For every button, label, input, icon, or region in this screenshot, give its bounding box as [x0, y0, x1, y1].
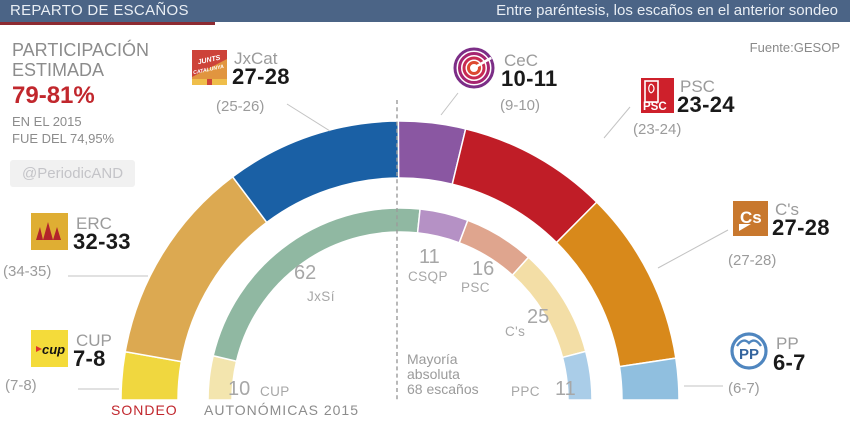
- inner-label-psc-value: 16: [472, 258, 495, 280]
- inner-label-csqp-value: 11: [419, 246, 440, 268]
- cec-name: CeC: [504, 51, 539, 70]
- cup-logo-text: cup: [42, 342, 65, 357]
- cs-range: 27-28: [772, 215, 830, 240]
- header-accent-line: [0, 22, 215, 25]
- participation-label-2: ESTIMADA: [12, 60, 105, 80]
- cup-name: CUP: [76, 331, 112, 350]
- majority-line-1: Mayoría: [407, 351, 458, 367]
- header-bar: REPARTO DE ESCAÑOS Entre paréntesis, los…: [0, 0, 850, 22]
- arc-sondeo-pp: [618, 357, 680, 401]
- inner-label-ppc-name: PPC: [511, 384, 540, 399]
- callout-connectors: [68, 92, 729, 390]
- source-credit: Fuente:GESOP: [749, 40, 840, 55]
- connector-jxcat: [286, 103, 331, 132]
- jxcat-logo-text-1: JUNTS: [197, 55, 221, 67]
- psc-logo-icon: PSC: [641, 78, 674, 113]
- majority-line-2: absoluta: [407, 366, 460, 382]
- pp-logo-text: PP: [739, 346, 759, 363]
- arc-autonomicas2015-ppc: [561, 350, 593, 401]
- cec-range: 10-11: [501, 66, 558, 91]
- psc-logo-text: PSC: [643, 101, 667, 113]
- twitter-handle-badge: @PeriodicAND: [10, 160, 136, 187]
- inner-label-psc-name: PSC: [461, 280, 490, 295]
- jxcat-range: 27-28: [232, 64, 290, 89]
- connector-psc: [603, 106, 631, 139]
- ring-label-sondeo: SONDEO: [111, 402, 178, 418]
- pp-logo-icon: PP: [730, 332, 768, 370]
- inner-label-cup-value: 10: [228, 378, 251, 400]
- connector-cs: [657, 229, 729, 269]
- cup-range: 7-8: [73, 346, 106, 371]
- inner-label-cs-name: C's: [505, 324, 526, 339]
- majority-annotation: Mayoría absoluta 68 escaños: [407, 352, 479, 397]
- inner-label-ppc-value: 11: [555, 378, 576, 400]
- erc-name: ERC: [76, 214, 112, 233]
- inner-label-cup-name: CUP: [260, 384, 290, 399]
- psc-prev: (23-24): [633, 121, 682, 138]
- cec-logo-icon: [453, 47, 495, 89]
- participation-note-1: EN EL 2015: [12, 114, 82, 129]
- psc-range: 23-24: [677, 92, 735, 117]
- erc-prev: (34-35): [3, 263, 52, 280]
- page-title: REPARTO DE ESCAÑOS: [10, 2, 189, 19]
- cs-name: C's: [775, 200, 800, 219]
- erc-logo-icon: [31, 213, 68, 250]
- cs-logo-icon: Cs: [733, 201, 768, 236]
- participation-value: 79-81%: [12, 82, 95, 109]
- inner-label-jxsi-name: JxSí: [307, 289, 335, 304]
- connector-cec: [440, 92, 459, 116]
- jxcat-prev: (25-26): [216, 98, 265, 115]
- pp-range: 6-7: [773, 350, 806, 375]
- cup-prev: (7-8): [5, 377, 37, 394]
- majority-line-3: 68 escaños: [407, 381, 479, 397]
- pp-prev: (6-7): [728, 380, 760, 397]
- pp-name: PP: [776, 334, 799, 353]
- jxcat-logo-icon: JUNTS CATALUNYA: [192, 50, 227, 85]
- arc-layer: [120, 120, 680, 401]
- jxcat-name: JxCat: [234, 49, 278, 68]
- arc-sondeo-jxcat: [231, 120, 400, 224]
- erc-range: 32-33: [73, 229, 131, 254]
- arc-autonomicas2015-csqp: [416, 208, 469, 244]
- cup-logo-icon: cup: [31, 330, 68, 367]
- inner-label-csqp-name: CSQP: [408, 269, 448, 284]
- inner-label-cs-value: 25: [527, 306, 550, 328]
- psc-name: PSC: [680, 77, 715, 96]
- inner-label-jxsi-value: 62: [294, 262, 317, 284]
- cs-logo-text: Cs: [740, 208, 762, 227]
- header-subtitle: Entre paréntesis, los escaños en el ante…: [496, 2, 838, 19]
- ring-label-autonomicas-2015: AUTONÓMICAS 2015: [204, 402, 360, 418]
- participation-label-1: PARTICIPACIÓN: [12, 40, 150, 60]
- cec-prev: (9-10): [500, 97, 541, 114]
- cs-prev: (27-28): [728, 252, 777, 269]
- participation-note-2: FUE DEL 74,95%: [12, 131, 115, 146]
